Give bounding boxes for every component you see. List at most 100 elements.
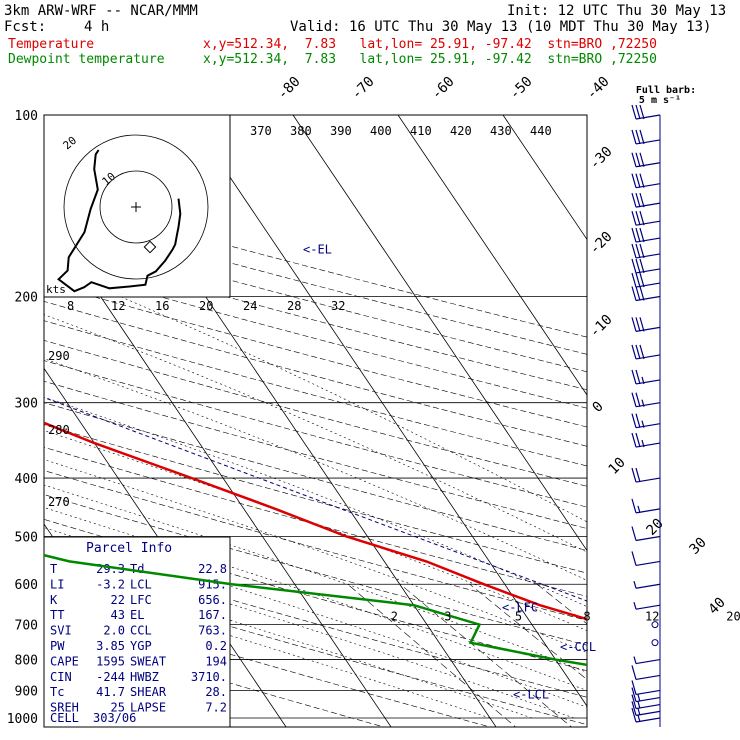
wind-barb-flag bbox=[631, 665, 637, 680]
parcel-param-value: 22 bbox=[111, 593, 125, 607]
barb-key-line1: Full barb: bbox=[636, 85, 696, 96]
parcel-param-label: PW bbox=[50, 639, 65, 653]
wind-barb-flag bbox=[639, 344, 645, 360]
wind-barb-flag bbox=[639, 272, 645, 288]
level-label: <-EL bbox=[303, 242, 332, 256]
wind-barb-flag bbox=[635, 392, 641, 407]
wind-barb-staff bbox=[635, 583, 661, 589]
wind-barb-flag bbox=[631, 344, 637, 360]
temperature-tick-label: -60 bbox=[429, 74, 458, 103]
wind-barb bbox=[631, 432, 661, 448]
parcel-param-label: SVI bbox=[50, 624, 72, 638]
dry-adiabat-line bbox=[44, 301, 587, 447]
parcel-param-value: 3.85 bbox=[96, 639, 125, 653]
parcel-cell-label: CELL bbox=[50, 711, 79, 725]
wind-barb-flag bbox=[639, 286, 645, 301]
wind-barb-flag bbox=[635, 152, 641, 167]
parcel-param-label: TT bbox=[50, 608, 64, 622]
wind-barb bbox=[633, 581, 661, 589]
wind-barb-flag bbox=[631, 707, 637, 723]
wind-barb bbox=[631, 551, 661, 567]
wind-barb-flag bbox=[635, 467, 641, 483]
isotherm-line bbox=[292, 115, 587, 552]
moist-adiabat-line bbox=[120, 296, 587, 523]
calm-wind-marker bbox=[651, 621, 659, 629]
wind-barb-halfflag bbox=[637, 701, 641, 709]
wind-barb-flag bbox=[635, 258, 641, 274]
calm-wind-marker bbox=[651, 639, 659, 647]
wind-barb-staff bbox=[635, 658, 661, 665]
level-label: <-CCL bbox=[560, 640, 596, 654]
wind-barb-flag bbox=[635, 432, 641, 448]
wind-barb-flag bbox=[635, 192, 641, 208]
hodograph-frame bbox=[43, 114, 231, 298]
theta-label-top: 430 bbox=[490, 124, 512, 138]
wind-barb-flag bbox=[631, 317, 637, 332]
wind-barb-staff bbox=[635, 535, 661, 542]
wind-barb-halfflag bbox=[637, 505, 641, 514]
parcel-info-title: Parcel Info bbox=[86, 541, 172, 556]
forecast-value: 4 h bbox=[84, 19, 110, 35]
parcel-param-label: K bbox=[50, 593, 58, 607]
wind-barb-flag bbox=[639, 104, 645, 120]
mixing-ratio-top-label: 12 bbox=[111, 299, 125, 313]
wind-barb-flag bbox=[639, 258, 645, 274]
dry-adiabat-line bbox=[44, 282, 587, 428]
level-label: <-LFC bbox=[502, 601, 538, 615]
wind-barb-flag bbox=[631, 498, 637, 514]
temperature-tick-label: -30 bbox=[587, 144, 616, 173]
wind-barb-flag bbox=[631, 432, 637, 448]
wind-barb-flag bbox=[635, 173, 641, 188]
parcel-param-label: LAPSE bbox=[130, 701, 166, 715]
mixing-ratio-line bbox=[347, 583, 517, 727]
wind-barb bbox=[631, 192, 661, 208]
pressure-label: 800 bbox=[15, 654, 38, 669]
wind-barb-halfflag bbox=[633, 581, 637, 589]
wind-barb-flag bbox=[639, 243, 645, 259]
theta-label-left: 280 bbox=[48, 423, 70, 437]
wind-barb bbox=[631, 173, 661, 189]
temperature-tick-label: 30 bbox=[687, 535, 710, 558]
wind-barb-halfflag bbox=[637, 714, 641, 723]
wind-barb-flag bbox=[639, 317, 645, 332]
wind-barb-staff bbox=[635, 604, 661, 610]
isotherm-line bbox=[502, 115, 587, 241]
dry-adiabat-line bbox=[44, 264, 587, 409]
wind-barb-flag bbox=[635, 369, 641, 385]
wind-barb bbox=[631, 694, 661, 710]
pressure-label: 400 bbox=[15, 472, 38, 487]
wind-barb-staff bbox=[635, 689, 661, 696]
isotherm-line bbox=[397, 115, 587, 396]
wind-barb bbox=[631, 498, 661, 514]
temperature-legend-info: x,y=512.34, 7.83 lat,lon= 25.91, -97.42 … bbox=[203, 37, 657, 52]
mixing-ratio-label: 8 bbox=[583, 610, 590, 624]
wind-barb bbox=[631, 392, 661, 408]
wind-barb bbox=[631, 129, 661, 145]
theta-label-left: 270 bbox=[48, 495, 70, 509]
dry-adiabat-line bbox=[44, 424, 587, 574]
theta-label-top: 380 bbox=[290, 124, 312, 138]
wind-barb-flag bbox=[631, 694, 637, 709]
wind-barb-staff bbox=[635, 560, 661, 567]
wind-barb-flag bbox=[631, 272, 637, 288]
mixing-ratio-top-label: 32 bbox=[331, 299, 345, 313]
wind-barb bbox=[631, 526, 661, 542]
wind-barb-flag bbox=[631, 192, 637, 208]
wind-barb bbox=[631, 258, 661, 274]
parcel-param-value: 763. bbox=[198, 624, 227, 638]
wind-barb bbox=[631, 243, 661, 259]
parcel-param-value: 1595 bbox=[96, 654, 125, 668]
forecast-label: Fcst: bbox=[4, 19, 47, 35]
wind-barb-flag bbox=[631, 687, 637, 702]
mixing-ratio-label: 2 bbox=[391, 610, 398, 624]
wind-barb bbox=[633, 602, 661, 610]
wind-barb-flag bbox=[631, 680, 637, 695]
wind-barb bbox=[631, 211, 661, 226]
wind-barb-flag bbox=[639, 227, 645, 243]
mixing-ratio-line bbox=[400, 583, 572, 727]
mixing-ratio-top-label: 16 bbox=[155, 299, 169, 313]
wind-barb-flag bbox=[631, 551, 637, 566]
mixing-ratio-label: 5 bbox=[515, 610, 522, 624]
wind-barb-halfflag bbox=[641, 439, 645, 448]
